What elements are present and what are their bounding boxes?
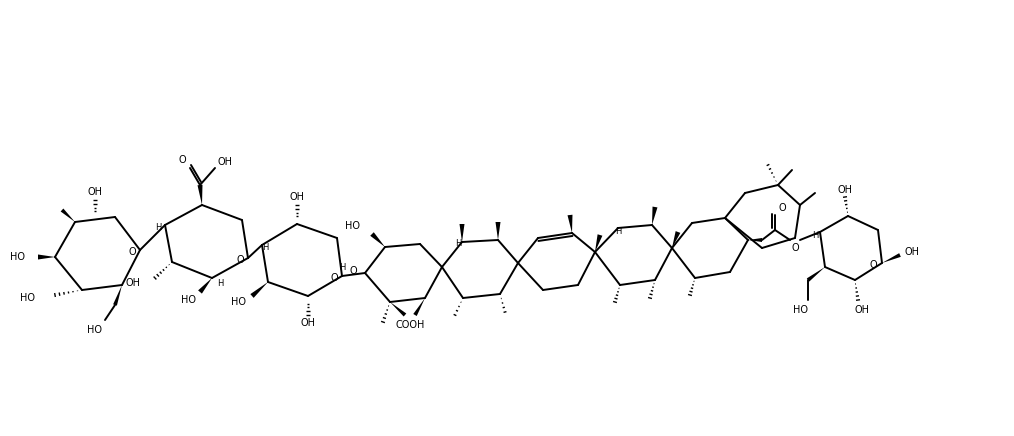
Text: COOH: COOH: [395, 320, 425, 330]
Text: H: H: [155, 224, 161, 232]
Text: O: O: [128, 247, 136, 257]
Polygon shape: [114, 285, 122, 306]
Polygon shape: [198, 185, 203, 205]
Text: H: H: [262, 243, 268, 252]
Text: H: H: [614, 228, 622, 236]
Text: O: O: [778, 203, 786, 213]
Text: OH: OH: [838, 185, 853, 195]
Text: HO: HO: [20, 293, 35, 303]
Text: O: O: [869, 260, 877, 270]
Polygon shape: [414, 298, 425, 316]
Text: HO: HO: [180, 295, 196, 305]
Text: OH: OH: [300, 318, 315, 328]
Polygon shape: [672, 231, 680, 248]
Text: H: H: [812, 232, 818, 241]
Text: O: O: [178, 155, 186, 165]
Polygon shape: [496, 222, 501, 240]
Text: O: O: [331, 273, 338, 283]
Polygon shape: [61, 208, 75, 222]
Polygon shape: [807, 267, 825, 282]
Polygon shape: [568, 215, 573, 233]
Polygon shape: [882, 253, 900, 263]
Polygon shape: [370, 232, 385, 247]
Text: H: H: [217, 279, 223, 287]
Polygon shape: [459, 224, 464, 242]
Polygon shape: [390, 302, 407, 317]
Polygon shape: [652, 207, 657, 225]
Text: HO: HO: [230, 297, 245, 307]
Text: O: O: [349, 266, 357, 276]
Text: OH: OH: [290, 192, 304, 202]
Polygon shape: [198, 278, 212, 293]
Text: O: O: [236, 255, 243, 265]
Polygon shape: [38, 255, 55, 259]
Polygon shape: [595, 234, 602, 252]
Text: OH: OH: [125, 278, 140, 288]
Text: H: H: [455, 239, 461, 249]
Text: HO: HO: [10, 252, 25, 262]
Text: OH: OH: [87, 187, 102, 197]
Text: H: H: [339, 263, 345, 272]
Text: OH: OH: [904, 247, 920, 257]
Text: OH: OH: [217, 157, 232, 167]
Text: HO: HO: [87, 325, 102, 335]
Text: OH: OH: [855, 305, 869, 315]
Text: HO: HO: [793, 305, 807, 315]
Polygon shape: [250, 282, 268, 298]
Text: HO: HO: [345, 221, 360, 231]
Polygon shape: [748, 238, 762, 242]
Text: O: O: [791, 243, 799, 253]
